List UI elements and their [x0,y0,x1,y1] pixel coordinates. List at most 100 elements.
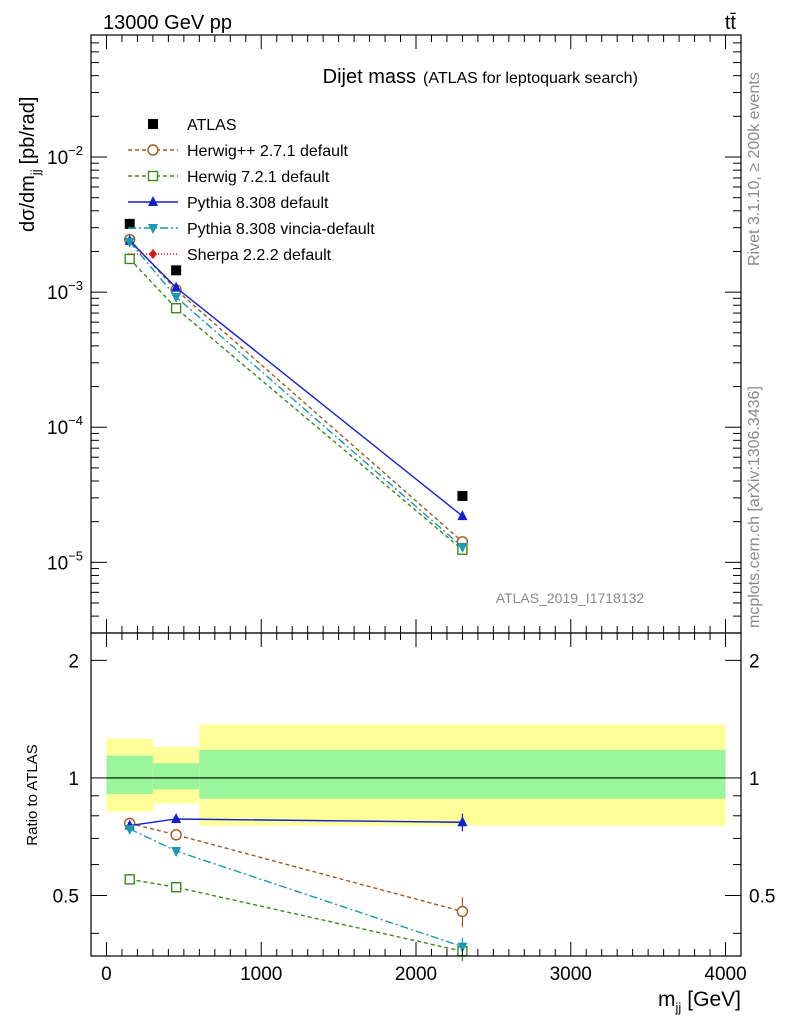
legend-label: Pythia 8.308 vincia-default [187,221,375,238]
ratio-point-2-1 [171,812,182,823]
main-series-line-2 [129,258,463,551]
tick-base: 10 [47,418,68,439]
main-point-0-1 [171,265,182,276]
legend-marker [149,249,157,259]
main-series-line-3 [129,240,463,517]
ratio-point-1-1 [170,882,182,893]
ratio-plot-area [106,724,726,961]
ratio-point-3-0 [124,825,135,836]
main-y-tick-label: 10−4 [47,413,83,439]
legend-marker [148,119,158,129]
tick-exponent: −3 [68,278,83,293]
x-label-main: m [658,988,676,1011]
x-tick-label: 2000 [395,964,437,985]
ratio-ticks [90,633,742,956]
main-panel: 10−510−410−310−2 Dijet mass (ATLAS for l… [17,34,742,634]
main-series-line-1 [129,239,463,543]
ratio-y-tick-label-right: 1 [749,769,760,790]
ratio-point-0-1 [170,829,182,841]
ratio-band-inner [106,755,153,794]
ratio-point-1-0 [124,874,135,885]
tick-exponent: −4 [68,413,83,428]
legend-item: Pythia 8.308 vincia-default [128,221,375,238]
ratio-band-inner [152,763,200,790]
main-y-tick-label: 10−3 [47,278,83,304]
x-axis-label: mjj [GeV] [658,988,741,1015]
y-label-unit: [pb/rad] [17,97,39,165]
chart-subtitle: (ATLAS for leptoquark search) [423,70,638,87]
legend-item: Herwig 7.2.1 default [128,169,330,186]
legend-marker [148,224,158,234]
ratio-series-line-1 [129,878,463,952]
ratio-point-3-1 [171,846,182,857]
main-plot-area [123,218,469,555]
ratio-y-tick-label-right: 2 [749,651,760,672]
main-point-4-2 [457,542,468,553]
legend: ATLAS Herwig++ 2.7.1 default Herwig 7.2.1 … [128,117,375,264]
legend-label: ATLAS [187,117,237,134]
chart-title: Dijet mass [323,66,416,88]
tick-base: 10 [47,553,68,574]
ratio-y-tick-label-right: 0.5 [749,887,775,908]
tick-exponent: −5 [68,548,83,563]
ratio-series-line-0 [129,822,463,913]
main-point-4-0 [124,237,135,248]
energy-label: 13000 GeV pp [103,12,232,34]
x-tick-label: 3000 [550,964,592,985]
main-point-3-2 [457,510,468,521]
legend-marker [147,144,159,156]
legend-label: Sherpa 2.2.2 default [187,247,332,264]
y-label-sub: jj [28,169,43,176]
y-label-main: dσ/dm [17,175,39,232]
legend-marker [148,196,158,206]
rivet-version-label: Rivet 3.1.10, ≥ 200k events [746,72,763,266]
ratio-band-inner [199,749,726,799]
ratio-point-2-2 [457,816,468,827]
main-point-4-1 [171,293,182,304]
ratio-point-3-2 [457,942,468,953]
ratio-tick-labels: 0.5 0.5 1 1 2 2 0 1000 2000 3000 4000 [53,651,776,985]
analysis-id: ATLAS_2019_I1718132 [496,590,645,606]
main-series-0 [124,218,468,501]
legend-item: Pythia 8.308 default [128,195,329,212]
main-y-axis-label: dσ/dmjj [pb/rad] [17,97,43,232]
main-series-3 [124,234,468,521]
legend-item: Sherpa 2.2.2 default [128,247,332,264]
mcplots-label: mcplots.cern.ch [arXiv:1306.3436] [746,386,763,628]
svg-text:dσ/dmjj[pb/rad]: dσ/dmjj [pb/rad] [17,97,43,232]
ratio-series-0 [123,817,469,928]
main-series-line-4 [129,241,463,548]
legend-item: ATLAS [148,117,237,134]
ratio-y-tick-label-left: 0.5 [53,887,79,908]
tick-base: 10 [47,148,68,169]
main-point-0-2 [457,490,468,501]
main-point-3-1 [171,281,182,292]
main-y-tick-label: 10−2 [47,143,83,169]
legend-item: Herwig++ 2.7.1 default [128,143,349,160]
main-point-2-1 [170,303,182,314]
ratio-series-3 [124,825,468,956]
main-series-4 [124,237,468,553]
main-ticks [90,34,742,634]
x-tick-label: 0 [101,964,112,985]
ratio-point-0-2 [456,905,469,918]
main-y-tick-label: 10−5 [47,548,83,574]
legend-label: Pythia 8.308 default [187,195,329,212]
ratio-y-tick-label-left: 1 [68,769,79,790]
process-label: tt̄ [725,12,737,34]
tick-base: 10 [47,283,68,304]
legend-label: Herwig++ 2.7.1 default [187,143,349,160]
ratio-panel: 0.5 0.5 1 1 2 2 0 1000 2000 3000 4000 Ratio to ATL… [24,632,776,1015]
legend-label: Herwig 7.2.1 default [187,169,330,186]
ratio-series-2 [124,812,468,832]
ratio-y-tick-label-left: 2 [68,651,79,672]
main-point-0-0 [124,218,135,229]
x-tick-label: 1000 [240,964,282,985]
legend-marker [147,170,159,182]
x-label-sub: jj [675,1000,682,1015]
main-y-tick-labels: 10−510−410−310−2 [47,143,83,574]
ratio-y-axis-label: Ratio to ATLAS [24,744,41,845]
tick-exponent: −2 [68,143,83,158]
x-label-unit: [GeV] [687,988,741,1011]
